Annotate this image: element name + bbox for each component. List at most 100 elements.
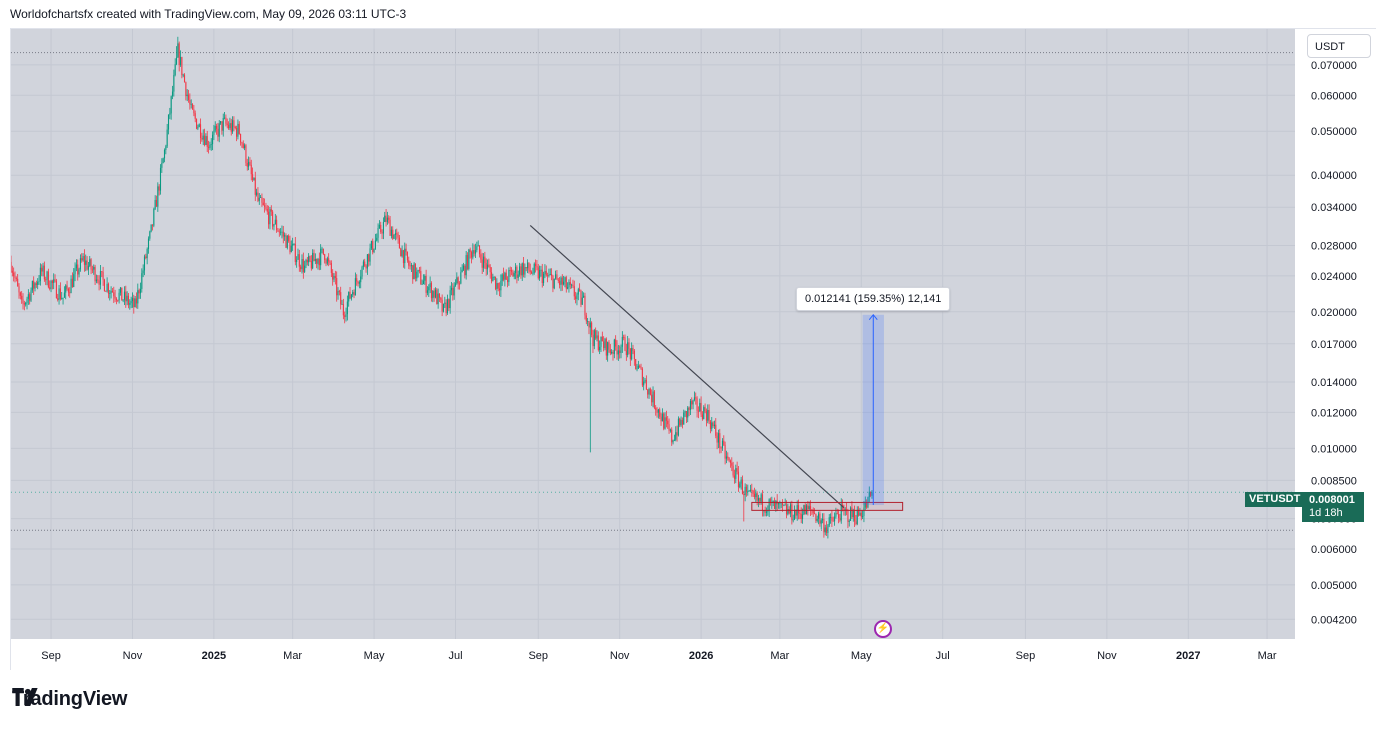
candle-body [354,278,356,296]
candle-body [576,294,578,300]
candle-body [31,280,33,291]
candle-body [668,424,670,431]
candle-body [285,235,287,248]
price-tick-label: 0.014000 [1311,377,1357,389]
candle-body [232,120,234,132]
candle-body [218,123,220,137]
candle-body [504,272,506,280]
candle-body [341,304,343,305]
candle-body [768,499,770,511]
tradingview-logo-text: TradingView [12,688,128,710]
candle-body [357,281,359,284]
candle-body [863,507,865,516]
candle-body [445,302,447,314]
time-tick-label: 2027 [1176,650,1200,662]
candle-body [813,513,816,515]
candle-body [33,280,35,289]
candle-body [11,261,12,271]
candle-body [277,229,279,232]
candle-body [568,282,570,288]
candle-body [69,292,71,294]
candle-body [709,421,711,429]
candle-body [760,494,762,502]
candle-body [450,287,453,291]
candle-body [131,298,134,302]
candle-body [854,510,856,522]
candle-body [142,270,144,274]
lightning-icon[interactable]: ⚡ [874,620,892,638]
candle-body [707,410,709,421]
price-tick-label: 0.024000 [1311,271,1357,283]
candle-body [735,468,737,479]
candle-body [563,281,565,285]
price-tick-label: 0.060000 [1311,90,1357,102]
candle-body [723,440,725,445]
candle-body [249,161,251,165]
candle-body [603,341,605,349]
candle-body [868,491,870,498]
price-chart[interactable]: 0.070000 0.060000 0.050000 0.040000 0.034000… [11,29,1377,671]
candle-body [310,260,312,269]
candle-body [426,290,429,293]
candle-body [119,287,122,293]
candle-body [621,336,623,347]
candle-body [70,278,72,293]
candle-body [181,56,183,76]
candle-body [478,245,481,255]
candle-body [284,235,286,237]
candle-body [224,117,226,119]
candle-body [123,291,126,300]
candle-body [178,43,180,65]
tradingview-logo[interactable]: TradingView [12,688,127,711]
candle-body [125,291,127,302]
time-axis[interactable]: Sep Nov 2025 Mar May Jul Sep Nov 2026 Mar May Jul Se… [41,650,1277,662]
candle-body [34,283,36,289]
candle-body [627,342,629,356]
candle-body [300,266,302,270]
candle-body [529,270,531,272]
candle-body [250,164,252,175]
candle-body [823,518,825,533]
candle-body [281,231,283,233]
candle-body [818,513,820,519]
candle-body [15,278,17,279]
candle-body [556,274,558,280]
candle-body [404,248,406,264]
candle-body [724,444,726,459]
candle-body [133,298,135,308]
candle-body [81,258,83,261]
candle-body [413,263,415,280]
candle-body [791,504,793,521]
candle-body [505,272,507,280]
candle-body [368,254,370,262]
candle-body [812,510,814,514]
candle-body [468,249,470,269]
candle-body [159,167,162,191]
candle-body [66,285,68,289]
candle-body [577,289,579,295]
candle-body [579,289,581,291]
candle-body [298,254,300,267]
candle-body [769,499,772,503]
candle-body [512,271,514,277]
candle-body [57,298,59,300]
measure-label: 0.012141 (159.35%) 12,141 [796,287,951,311]
candle-body [401,250,403,257]
price-axis[interactable]: 0.070000 0.060000 0.050000 0.040000 0.034000… [11,29,1377,671]
candle-body [189,100,191,105]
candle-body [400,248,402,257]
candle-body [508,269,510,283]
candle-body [58,288,60,300]
candle-body [862,515,864,517]
candle-body [871,492,873,496]
candle-body [23,303,25,305]
chart-container[interactable]: 0.070000 0.060000 0.050000 0.040000 0.034000… [10,28,1377,671]
currency-button[interactable]: USDT [1307,34,1371,58]
candle-body [421,284,423,285]
candle-body [804,505,806,515]
candle-body [332,272,334,280]
candle-body [856,509,858,525]
drawings[interactable] [11,224,1295,511]
candle-body [513,273,515,277]
candle-body [356,278,358,282]
